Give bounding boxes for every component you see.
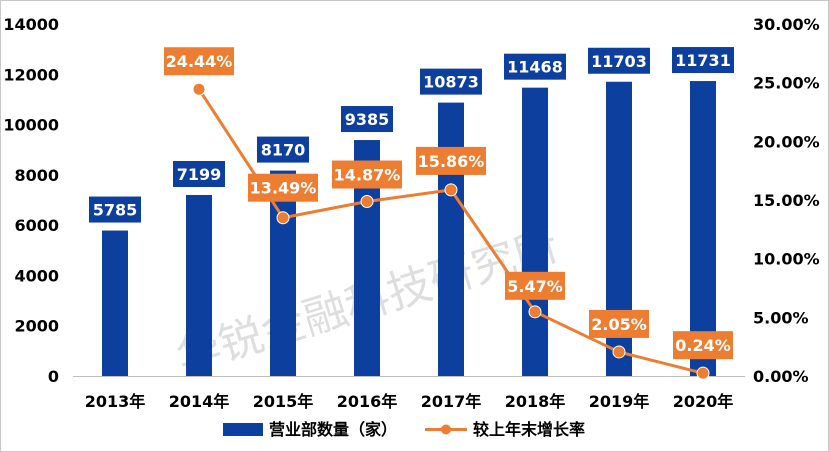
right-axis-tick-label: 10.00%	[753, 250, 820, 269]
category-label: 2015年	[253, 392, 314, 411]
category-axis: 2013年 2014年 2015年 2016年 2017年 2018年 2019年 2020年	[85, 392, 734, 411]
category-label: 2017年	[421, 392, 482, 411]
bar-label-box	[173, 160, 225, 187]
legend-line-marker	[441, 424, 451, 435]
bar-data-label: 9385	[345, 110, 390, 129]
category-label: 2020年	[673, 392, 734, 411]
right-axis: 0.00% 5.00% 10.00% 15.00% 20.00% 25.00% 30.00%	[753, 15, 820, 386]
bar-data-labels: 5785 7199 8170 9385 10873 11468 11703 11731	[89, 47, 734, 223]
bar-data-label: 11468	[507, 58, 563, 77]
bar	[102, 230, 128, 376]
line-point	[528, 305, 542, 319]
right-axis-tick-label: 0.00%	[753, 367, 809, 386]
right-axis-tick-label: 25.00%	[753, 74, 820, 93]
line-data-label: 5.47%	[507, 277, 563, 296]
right-axis-tick-label: 20.00%	[753, 132, 820, 151]
line-point	[360, 195, 374, 209]
line-point	[696, 366, 710, 380]
line-point	[444, 183, 458, 197]
bar-data-label: 11703	[591, 52, 647, 71]
left-axis-tick-label: 6000	[14, 216, 59, 235]
legend-bar-label: 营业部数量（家）	[269, 420, 397, 439]
bar-label-box	[341, 106, 393, 133]
line-data-label: 13.49%	[250, 179, 317, 198]
left-axis-tick-label: 8000	[14, 166, 59, 185]
legend-line-label: 较上年末增长率	[473, 420, 585, 439]
left-axis-tick-label: 12000	[3, 65, 59, 84]
left-axis: 0 2000 4000 6000 8000 10000 12000 14000	[3, 15, 59, 386]
right-axis-tick-label: 30.00%	[753, 15, 820, 34]
legend: 营业部数量（家） 较上年末增长率	[223, 420, 585, 439]
bar-label-box	[257, 136, 309, 163]
category-label: 2016年	[337, 392, 398, 411]
bar-label-box	[420, 68, 482, 95]
bar-data-label: 11731	[675, 51, 731, 70]
left-axis-tick-label: 0	[48, 367, 59, 386]
bar	[522, 87, 548, 376]
pct-label-box	[332, 160, 402, 189]
bar-label-box	[588, 47, 650, 74]
line-data-label: 0.24%	[675, 336, 731, 355]
bar-label-box	[672, 47, 734, 74]
bar-label-box	[504, 53, 566, 80]
line-series	[192, 82, 710, 380]
category-label: 2019年	[589, 392, 650, 411]
line-point	[192, 82, 206, 96]
right-axis-tick-label: 15.00%	[753, 191, 820, 210]
pct-label-box	[164, 47, 234, 76]
bar	[438, 102, 464, 377]
left-axis-tick-label: 2000	[14, 317, 59, 336]
left-axis-tick-label: 10000	[3, 116, 59, 135]
line-data-label: 2.05%	[591, 315, 647, 334]
pct-label-box	[673, 331, 733, 360]
line-point	[612, 345, 626, 359]
pct-label-box	[416, 146, 486, 175]
right-axis-tick-label: 5.00%	[753, 308, 809, 327]
bar	[186, 194, 212, 376]
bar-data-label: 7199	[177, 165, 222, 184]
left-axis-tick-label: 4000	[14, 266, 59, 285]
legend-bar-swatch	[223, 423, 263, 436]
bar	[690, 81, 716, 377]
bar-data-label: 5785	[93, 201, 138, 220]
line-data-label: 14.87%	[334, 166, 401, 185]
category-label: 2018年	[505, 392, 566, 411]
bar-data-label: 8170	[261, 141, 306, 160]
line-data-label: 15.86%	[418, 152, 485, 171]
bar-data-label: 10873	[423, 73, 479, 92]
line-data-label: 24.44%	[166, 52, 233, 71]
pct-label-box	[505, 271, 565, 300]
bar-label-box	[89, 196, 141, 223]
pct-label-box	[589, 309, 649, 338]
line-data-labels: 24.44% 13.49% 14.87% 15.86% 5.47% 2.05% 0.24%	[164, 47, 733, 360]
category-label: 2014年	[169, 392, 230, 411]
pct-label-box	[248, 173, 318, 202]
category-label: 2013年	[85, 392, 146, 411]
line-point	[276, 211, 290, 225]
left-axis-tick-label: 14000	[3, 15, 59, 34]
